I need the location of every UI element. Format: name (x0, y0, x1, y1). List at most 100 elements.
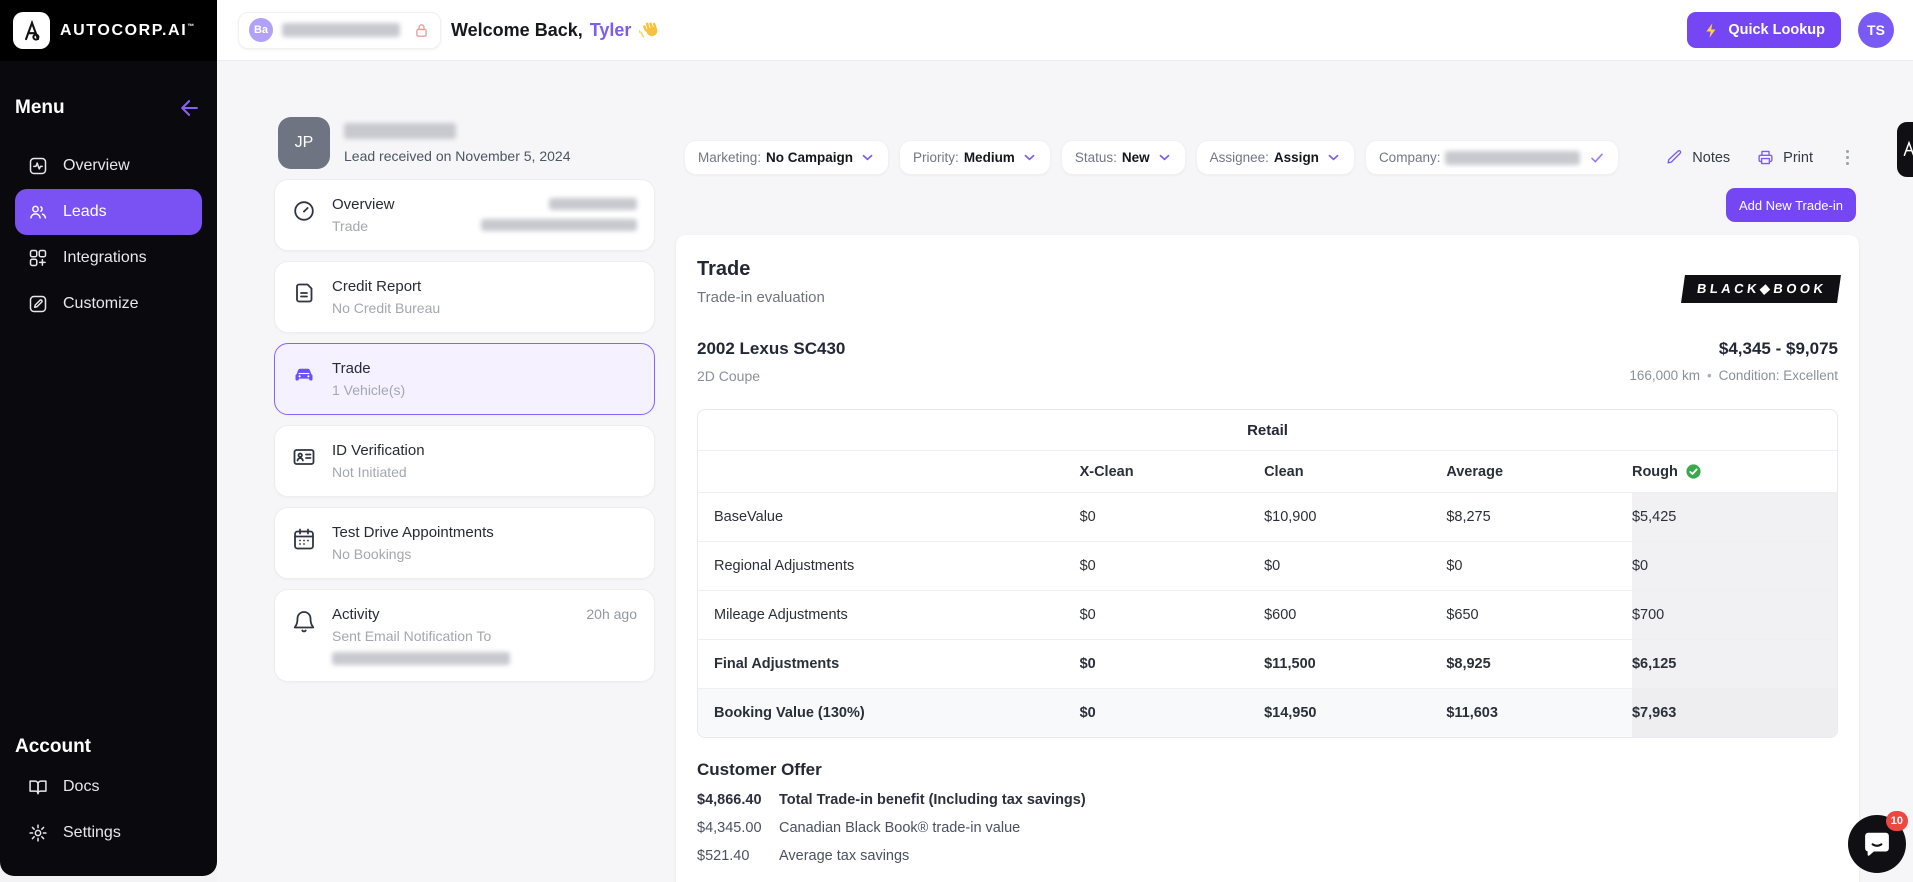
app-logo[interactable]: AUTOCORP.AI™ (0, 0, 217, 61)
company-dropdown[interactable]: Company: (1364, 140, 1620, 175)
card-subtitle: No Bookings (332, 546, 412, 562)
dropdown-label: Marketing: (698, 150, 762, 165)
marketing-dropdown[interactable]: Marketing: No Campaign (684, 140, 890, 175)
row-value: $5,425 (1631, 493, 1837, 541)
card-title: ID Verification (332, 442, 425, 459)
offer-label: Total Trade-in benefit (Including tax sa… (779, 792, 1086, 808)
card-subtitle: 1 Vehicle(s) (332, 382, 406, 398)
card-id-verification[interactable]: ID Verification Not Initiated (274, 425, 655, 497)
row-value: $0 (1079, 558, 1096, 574)
table-group-header: Retail (1247, 421, 1288, 439)
more-options-kebab-icon[interactable] (1840, 146, 1855, 169)
row-value: $0 (1446, 558, 1463, 574)
check-icon (1589, 150, 1605, 166)
table-row-basevalue: BaseValue $0 $10,900 $8,275 $5,425 (698, 492, 1837, 541)
row-value: $0 (1264, 558, 1281, 574)
row-value: $8,925 (1446, 656, 1491, 672)
organization-selector[interactable]: Ba (238, 11, 441, 49)
verified-icon (1685, 463, 1702, 480)
card-title: Credit Report (332, 278, 422, 295)
chat-launcher-button[interactable]: 10 (1848, 811, 1908, 873)
topbar: Ba Welcome Back, Tyler Quick Lookup TS (217, 0, 1913, 61)
card-subtitle: No Credit Bureau (332, 300, 441, 316)
feedback-side-tab[interactable] (1897, 122, 1913, 177)
row-value: $8,275 (1446, 509, 1491, 525)
card-test-drive-appointments[interactable]: Test Drive Appointments No Bookings (274, 507, 655, 579)
table-row-mileage-adjustments: Mileage Adjustments $0 $600 $650 $700 (698, 590, 1837, 639)
notes-button[interactable]: Notes (1666, 149, 1730, 166)
id-card-icon (292, 445, 316, 469)
lead-header-actions: Notes Print (1666, 140, 1855, 175)
row-value: $0 (1079, 656, 1096, 672)
wave-emoji-icon (638, 20, 659, 41)
gauge-icon (292, 199, 316, 223)
overview-icon (28, 156, 48, 176)
card-activity[interactable]: Activity Sent Email Notification To 20h ag… (274, 589, 655, 682)
lead-section-cards: Overview Trade Credit Report No Credit Bure… (274, 179, 655, 682)
dropdown-value: New (1121, 150, 1150, 165)
vehicle-price-range: $4,345 - $9,075 (1718, 339, 1838, 358)
offer-label: Canadian Black Book® trade-in value (779, 820, 1021, 836)
table-row-regional-adjustments: Regional Adjustments $0 $0 $0 $0 (698, 541, 1837, 590)
row-value: $0 (1631, 542, 1837, 590)
redacted-email (332, 652, 510, 665)
table-column-header-row: X-Clean Clean Average Rough (698, 450, 1837, 492)
row-value: $600 (1264, 607, 1297, 623)
card-subtitle: Sent Email Notification To (332, 628, 492, 644)
card-body: Activity Sent Email Notification To (332, 606, 510, 665)
panel-subtitle: Trade-in evaluation (697, 289, 825, 306)
company-label: Company: (1378, 150, 1441, 165)
credit-report-icon (292, 281, 316, 305)
column-header-x-clean: X-Clean (1079, 463, 1134, 480)
card-body: Test Drive Appointments No Bookings (332, 524, 494, 562)
card-overview[interactable]: Overview Trade (274, 179, 655, 251)
offer-label: Average tax savings (779, 848, 910, 864)
card-trade[interactable]: Trade 1 Vehicle(s) (274, 343, 655, 415)
add-new-trade-in-button[interactable]: Add New Trade-in (1725, 188, 1856, 222)
user-avatar[interactable]: TS (1858, 12, 1894, 48)
settings-icon (28, 823, 48, 843)
vehicle-name: 2002 Lexus SC430 (697, 339, 846, 358)
card-right-meta (481, 196, 637, 234)
sidebar-item-overview[interactable]: Overview (15, 143, 202, 189)
offer-amount: $4,345.00 (697, 820, 762, 836)
offer-line: $4,866.40 Total Trade-in benefit (Includi… (697, 792, 1838, 808)
card-body: ID Verification Not Initiated (332, 442, 425, 480)
row-value: $0 (1079, 607, 1096, 623)
row-label: Booking Value (130%) (698, 689, 1080, 737)
sidebar-item-leads[interactable]: Leads (15, 189, 202, 235)
dropdown-value: Assign (1273, 150, 1319, 165)
docs-icon (28, 777, 48, 797)
row-value: $7,963 (1631, 689, 1837, 737)
card-title: Activity (332, 606, 380, 623)
priority-dropdown[interactable]: Priority: Medium (899, 140, 1051, 175)
brand-name: AUTOCORP.AI™ (60, 21, 195, 39)
account-item-docs[interactable]: Docs (15, 764, 202, 810)
chevron-down-icon (1326, 150, 1341, 165)
card-title: Test Drive Appointments (332, 524, 494, 541)
sidebar-item-label: Customize (63, 295, 139, 312)
print-button[interactable]: Print (1757, 149, 1813, 166)
card-credit-report[interactable]: Credit Report No Credit Bureau (274, 261, 655, 333)
printer-icon (1757, 149, 1774, 166)
account-item-settings[interactable]: Settings (15, 810, 202, 856)
lead-attribute-pills: Marketing: No Campaign Priority: Medium Stat… (684, 140, 1620, 175)
dropdown-value: No Campaign (766, 150, 854, 165)
sidebar-nav: Overview Leads Integrations Customize (0, 119, 217, 327)
sidebar-item-integrations[interactable]: Integrations (15, 235, 202, 281)
organization-avatar: Ba (249, 18, 273, 42)
vehicle-mileage-condition: 166,000 km Condition: Excellent (1629, 368, 1838, 383)
table-corner-cell (698, 451, 1080, 492)
table-row-booking-value-130: Booking Value (130%) $0 $14,950 $11,603 $7,9… (698, 688, 1837, 737)
redacted-company-value (1445, 150, 1581, 165)
main-content: JP Lead received on November 5, 2024 Mar… (217, 61, 1913, 882)
collapse-sidebar-arrow-icon[interactable] (179, 97, 201, 119)
status-dropdown[interactable]: Status: New (1060, 140, 1186, 175)
redacted-text (481, 219, 637, 231)
account-item-label: Docs (63, 778, 100, 795)
sidebar-item-customize[interactable]: Customize (15, 281, 202, 327)
quick-lookup-button[interactable]: Quick Lookup (1687, 12, 1841, 48)
card-body: Trade 1 Vehicle(s) (332, 360, 405, 398)
trade-panel: Trade Trade-in evaluation BLACK◆BOOK 200… (676, 235, 1859, 882)
assignee-dropdown[interactable]: Assignee: Assign (1195, 140, 1355, 175)
